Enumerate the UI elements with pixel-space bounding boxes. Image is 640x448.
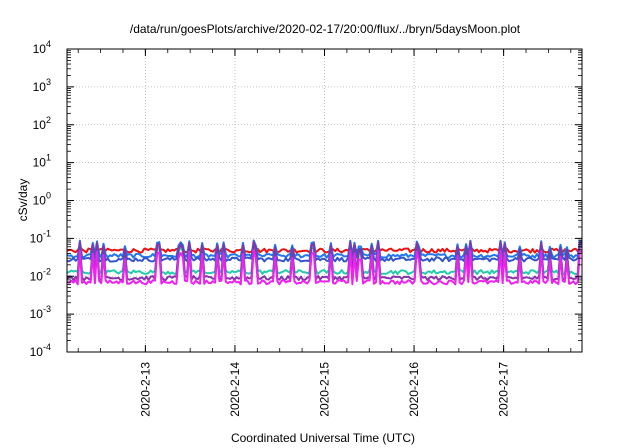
x-tick-label: 2020-2-16 bbox=[407, 362, 421, 417]
y-axis-ticks: 10-4 10-3 10-2 10-1 100 101 102 103 104 bbox=[30, 39, 582, 359]
y-tick-label: 103 bbox=[33, 77, 51, 94]
y-tick-label: 101 bbox=[33, 153, 51, 170]
y-axis-label: cSv/day bbox=[16, 179, 30, 222]
y-tick-label: 10-4 bbox=[30, 342, 51, 359]
y-tick-label: 10-3 bbox=[30, 304, 51, 321]
y-tick-label: 10-2 bbox=[30, 266, 51, 283]
series-layer bbox=[66, 239, 582, 286]
chart-title: /data/run/goesPlots/archive/2020-02-17/2… bbox=[130, 22, 521, 36]
series-line bbox=[66, 249, 582, 286]
x-tick-label: 2020-2-15 bbox=[318, 362, 332, 417]
x-tick-label: 2020-2-13 bbox=[138, 362, 152, 417]
series-line bbox=[66, 245, 582, 254]
series-line bbox=[66, 240, 582, 282]
x-axis-label: Coordinated Universal Time (UTC) bbox=[231, 431, 415, 445]
y-tick-label: 10-1 bbox=[30, 228, 51, 245]
series-line bbox=[66, 239, 582, 259]
grid bbox=[67, 49, 582, 352]
x-tick-label: 2020-2-17 bbox=[497, 362, 511, 417]
x-axis-ticks: 2020-2-13 2020-2-14 2020-2-15 2020-2-16 2020… bbox=[77, 49, 572, 417]
series-line bbox=[66, 243, 582, 276]
series-line bbox=[66, 241, 582, 263]
x-tick-label: 2020-2-14 bbox=[228, 362, 242, 417]
y-tick-label: 100 bbox=[33, 191, 51, 208]
y-tick-label: 102 bbox=[33, 115, 51, 132]
y-tick-label: 104 bbox=[33, 39, 51, 56]
